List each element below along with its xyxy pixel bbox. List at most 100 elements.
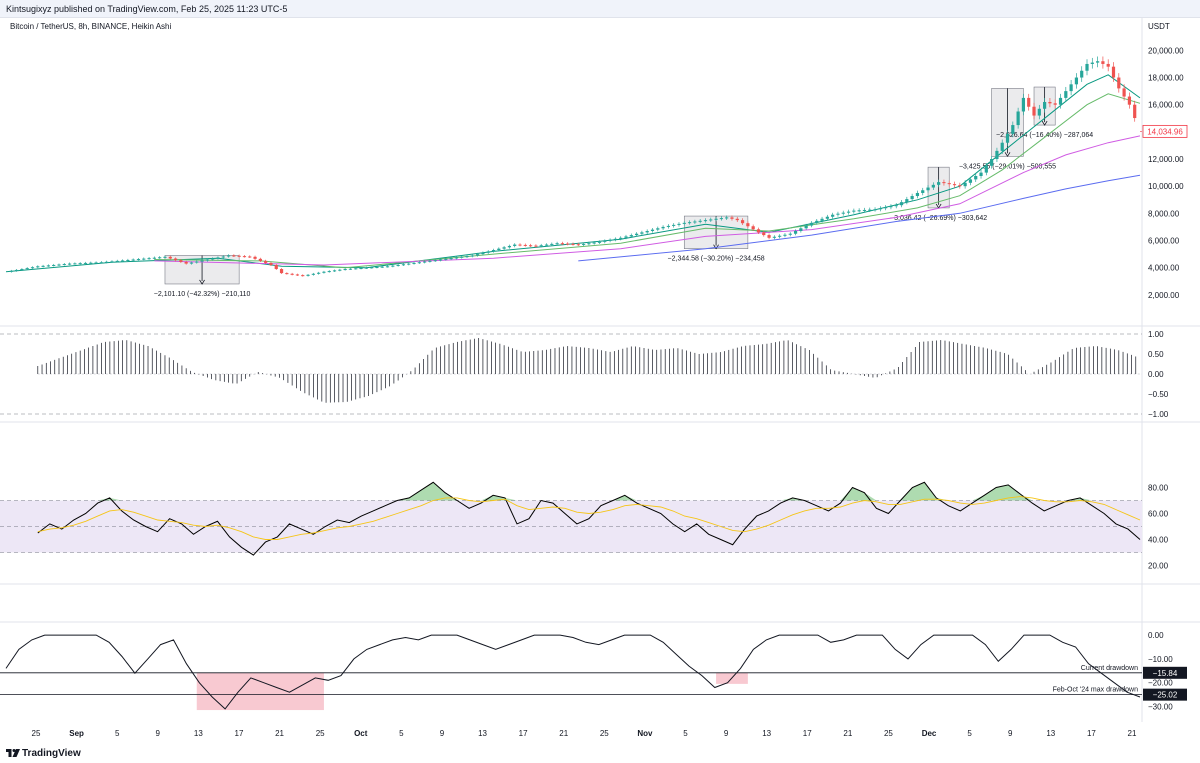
candle-body — [767, 235, 771, 238]
candle-body — [449, 258, 453, 260]
candle-body — [226, 255, 231, 257]
x-tick-label: Oct — [354, 729, 368, 738]
price-tick-label: 6,000.00 — [1148, 237, 1180, 246]
candle-body — [719, 218, 723, 220]
candle-body — [555, 243, 559, 245]
candle-body — [661, 226, 665, 229]
candle-body — [518, 244, 522, 246]
candle-body — [195, 261, 199, 263]
candle-body — [672, 224, 676, 226]
candle-body — [793, 231, 798, 234]
candle-body — [126, 259, 130, 261]
x-tick-label: Sep — [69, 729, 84, 738]
candle-body — [354, 268, 358, 270]
symbol-title: Bitcoin / TetherUS, 8h, BINANCE, Heikin … — [10, 22, 172, 31]
candle-body — [301, 275, 305, 277]
candle-body — [465, 256, 469, 258]
candle-body — [269, 262, 273, 265]
moving-average-line — [5, 74, 1141, 273]
candle-body — [926, 187, 930, 191]
candle-body — [502, 247, 506, 249]
candle-body — [179, 260, 183, 262]
candle-body — [809, 222, 814, 226]
x-tick-label: 25 — [316, 729, 325, 738]
x-tick-label: 25 — [32, 729, 41, 738]
candle-body — [57, 264, 61, 266]
candle-body — [481, 252, 485, 255]
candle-body — [1127, 96, 1132, 105]
candle-body — [264, 260, 268, 263]
candle-body — [189, 262, 194, 264]
candle-body — [603, 240, 607, 242]
drawdown-measure-label: −2,344.58 (−30.20%) −234,458 — [668, 256, 765, 263]
candle-body — [645, 231, 649, 233]
candle-body — [725, 217, 729, 219]
candle-body — [295, 274, 300, 276]
candle-body — [30, 267, 35, 269]
candle-body — [1043, 101, 1047, 109]
price-tick-label: 4,000.00 — [1148, 264, 1180, 273]
x-tick-label: 17 — [1087, 729, 1096, 738]
x-tick-label: 17 — [803, 729, 812, 738]
candle-body — [1106, 63, 1110, 67]
candle-body — [608, 239, 612, 241]
candle-body — [385, 266, 390, 268]
candle-body — [25, 268, 29, 270]
candle-body — [1000, 142, 1004, 151]
drawdown-measure-label: −2,101.10 (−42.32%) −210,110 — [154, 291, 251, 298]
candle-body — [947, 183, 951, 185]
candle-body — [958, 185, 962, 187]
x-tick-label: 17 — [519, 729, 528, 738]
drawdown-tick-label: −30.00 — [1148, 702, 1173, 711]
candle-body — [221, 256, 225, 258]
candle-body — [41, 265, 45, 267]
candle-body — [772, 236, 776, 238]
drawdown-measure-label: −2,826.64 (−16.40%) −287,064 — [996, 132, 1093, 139]
candle-body — [587, 243, 591, 245]
rsi-tick-label: 40.00 — [1148, 536, 1169, 545]
x-tick-label: 13 — [194, 729, 203, 738]
x-tick-label: 13 — [478, 729, 487, 738]
candle-body — [576, 244, 580, 246]
candle-body — [566, 243, 570, 245]
candle-body — [136, 259, 141, 261]
price-tick-label: 16,000.00 — [1148, 101, 1184, 110]
candle-body — [894, 205, 898, 207]
osc-tick-label: 1.00 — [1148, 330, 1164, 339]
chart-canvas: 20,000.0018,000.0016,000.0014,000.0012,0… — [0, 18, 1200, 738]
osc-bars-group — [37, 338, 1137, 403]
candle-body — [364, 267, 368, 269]
candle-body — [735, 218, 739, 221]
x-tick-label: 9 — [440, 729, 445, 738]
drawdown-tick-label: −20.00 — [1148, 679, 1173, 688]
candle-body — [852, 210, 856, 212]
candle-body — [391, 265, 395, 267]
candle-body — [693, 221, 697, 223]
x-tick-label: 13 — [1046, 729, 1055, 738]
candle-body — [338, 269, 342, 271]
price-tick-label: 20,000.00 — [1148, 46, 1184, 55]
candle-body — [513, 244, 517, 246]
candle-body — [158, 257, 162, 259]
candle-body — [274, 264, 278, 270]
candle-body — [529, 245, 533, 247]
candle-body — [968, 179, 973, 183]
candle-body — [306, 274, 310, 276]
drawdown-level-badge — [1143, 688, 1187, 701]
rsi-tick-label: 60.00 — [1148, 510, 1169, 519]
candle-body — [454, 257, 459, 259]
x-tick-label: 9 — [724, 729, 729, 738]
moving-average-line — [154, 93, 1141, 269]
candle-body — [613, 238, 617, 240]
drawdown-tick-label: −10.00 — [1148, 655, 1173, 664]
candle-body — [1111, 66, 1116, 78]
candle-body — [698, 220, 702, 222]
candle-body — [279, 269, 284, 274]
candle-body — [990, 159, 994, 166]
candle-body — [963, 182, 967, 187]
candle-body — [486, 251, 490, 253]
candle-body — [332, 270, 337, 272]
candle-body — [1101, 61, 1105, 64]
candle-body — [142, 258, 146, 260]
candle-body — [730, 217, 734, 219]
